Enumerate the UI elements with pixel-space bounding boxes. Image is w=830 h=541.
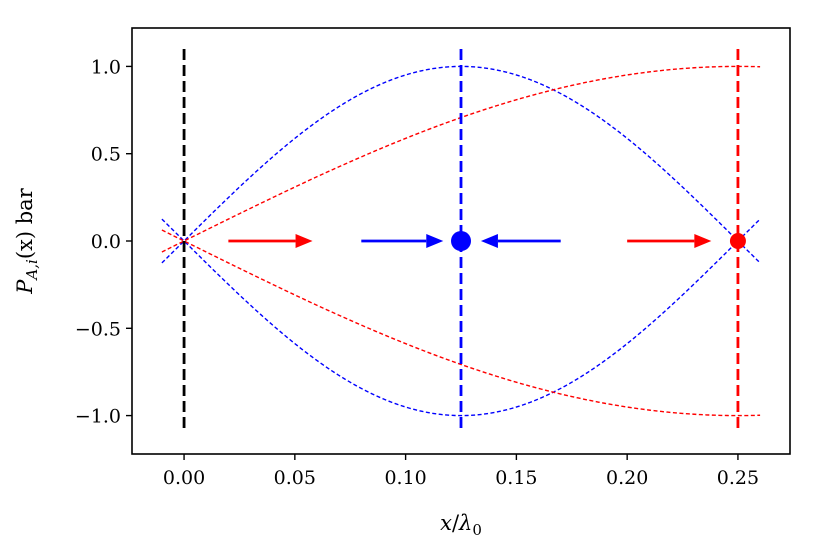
points-layer	[451, 231, 746, 251]
x-axis-label: x/λ0	[440, 511, 482, 539]
arrow-blue-1	[361, 234, 444, 248]
y-ticks: 1.0 0.5 0.0 −0.5 −1.0	[75, 56, 132, 428]
point-red	[729, 233, 746, 249]
x-axis-label-slash: /	[452, 511, 460, 535]
x-axis-label-sub: 0	[472, 521, 482, 539]
arrow-head	[426, 234, 444, 248]
arrow-red-0	[228, 234, 313, 248]
y-tick-label: −1.0	[75, 406, 121, 428]
x-tick-label: 0.00	[163, 467, 205, 489]
x-axis-label-x: x	[440, 511, 452, 535]
x-tick-label: 0.10	[384, 467, 426, 489]
y-tick-label: 0.0	[91, 231, 121, 253]
arrow-blue-2	[480, 234, 561, 248]
y-tick-label: −0.5	[75, 318, 121, 340]
curve-blue-1	[161, 218, 761, 417]
curve-red-2	[161, 65, 761, 253]
y-tick-label: 0.5	[91, 144, 121, 166]
arrows-layer	[228, 234, 712, 248]
arrow-head	[480, 234, 498, 248]
arrow-head	[295, 234, 313, 248]
point-blue	[451, 231, 471, 251]
x-tick-label: 0.20	[606, 467, 648, 489]
x-axis-label-lambda: λ	[458, 511, 472, 535]
x-tick-label: 0.15	[495, 467, 537, 489]
y-tick-label: 1.0	[91, 56, 121, 78]
x-tick-label: 0.25	[717, 467, 759, 489]
x-ticks: 0.00 0.05 0.10 0.15 0.20 0.25	[163, 454, 759, 489]
arrow-red-3	[627, 234, 712, 248]
x-tick-label: 0.05	[274, 467, 316, 489]
y-axis-label-sub: A,i	[23, 259, 41, 282]
arrow-head	[694, 234, 712, 248]
y-axis-label: PA,i(x) bar	[13, 187, 41, 294]
curve-red-3	[161, 229, 761, 417]
y-axis-label-rest: (x) bar	[13, 187, 37, 259]
y-axis-label-p: P	[13, 279, 37, 295]
